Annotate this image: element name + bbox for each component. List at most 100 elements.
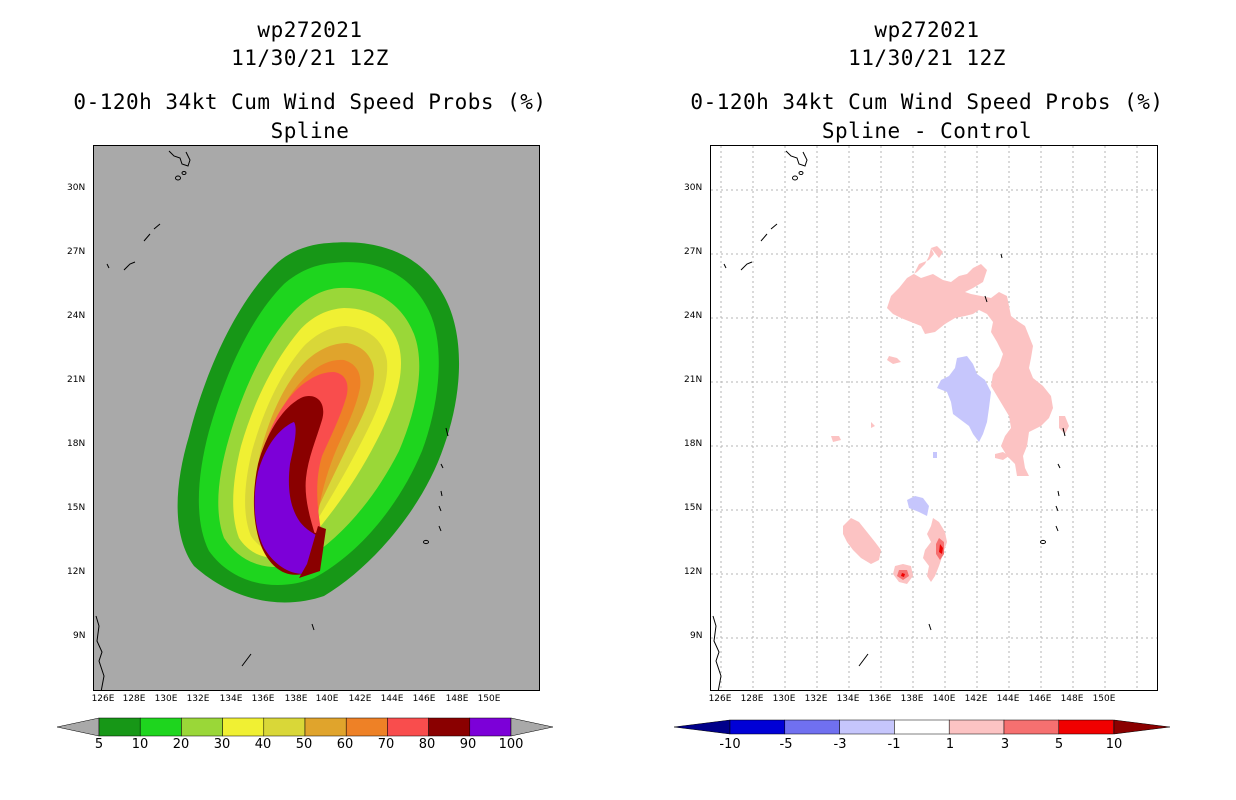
left-colorbar-cell-3 [222, 717, 265, 737]
left-lon-label-144e: 144E [380, 694, 404, 704]
right-title-storm-id: wp272021 [874, 18, 980, 42]
right-colorbar-label-10: 10 [1105, 737, 1123, 752]
left-lat-label-27n: 27N [67, 247, 86, 257]
left-lat-label-18n: 18N [67, 439, 86, 449]
right-lat-label-18n: 18N [684, 439, 703, 449]
left-colorbar-label-90: 90 [459, 737, 477, 752]
right-colorbar-below-arrow [674, 719, 731, 735]
right-lat-label-12n: 12N [684, 567, 703, 577]
left-colorbar-above-arrow [510, 717, 554, 737]
left-colorbar-below-arrow [57, 717, 100, 737]
right-lon-label-142e: 142E [964, 694, 988, 704]
contour-tail [299, 526, 326, 578]
left-colorbar-cell-4 [263, 717, 306, 737]
left-title-method: Spline [270, 119, 350, 143]
left-lon-label-142e: 142E [348, 694, 372, 704]
right-colorbar-label-minus3: -3 [833, 737, 847, 752]
right-lon-label-150e: 150E [1092, 694, 1116, 704]
left-colorbar-cell-1 [139, 717, 182, 737]
left-lon-label-146e: 146E [412, 694, 436, 704]
right-colorbar-label-minus10: -10 [719, 737, 741, 752]
left-lon-label-150e: 150E [477, 694, 501, 704]
coastlines [95, 150, 449, 690]
right-colorbar-cell-6 [1058, 719, 1114, 735]
left-title-product: 0-120h 34kt Cum Wind Speed Probs (%) [73, 90, 547, 114]
left-lon-label-148e: 148E [445, 694, 469, 704]
right-lat-label-21n: 21N [684, 375, 703, 385]
right-lat-label-15n: 15N [684, 503, 703, 513]
positive-differences [831, 246, 1069, 584]
right-lon-label-140e: 140E [932, 694, 956, 704]
coastlines [712, 150, 1066, 690]
right-lat-label-9n: 9N [690, 631, 703, 641]
left-title-storm-id: wp272021 [257, 18, 363, 42]
left-probability-contours [95, 150, 460, 690]
right-map [710, 145, 1158, 691]
right-lon-label-134e: 134E [836, 694, 860, 704]
left-lat-label-12n: 12N [67, 567, 86, 577]
left-colorbar-label-10: 10 [131, 737, 149, 752]
right-lon-label-132e: 132E [804, 694, 828, 704]
left-colorbar [57, 717, 554, 737]
left-colorbar-cell-7 [387, 717, 429, 737]
right-lon-label-148e: 148E [1060, 694, 1084, 704]
grid-lines [711, 146, 1157, 690]
left-colorbar-label-100: 100 [498, 737, 524, 752]
right-colorbar-label-minus1: -1 [887, 737, 901, 752]
right-title-datetime: 11/30/21 12Z [848, 46, 1006, 70]
contour-100 [254, 422, 320, 574]
strong-positive-differences [901, 544, 943, 577]
right-colorbar-cell-2 [839, 719, 895, 735]
left-lon-label-126e: 126E [91, 694, 115, 704]
left-colorbar-cell-8 [428, 717, 471, 737]
left-map [93, 145, 540, 691]
right-colorbar-label-5: 5 [1054, 737, 1064, 752]
right-lon-label-128e: 128E [740, 694, 764, 704]
right-lon-label-136e: 136E [868, 694, 892, 704]
right-colorbar-cell-0 [729, 719, 786, 735]
right-colorbar-label-3: 3 [1000, 737, 1010, 752]
left-lon-label-132e: 132E [186, 694, 210, 704]
left-title-datetime: 11/30/21 12Z [231, 46, 389, 70]
left-lat-label-15n: 15N [67, 503, 86, 513]
left-lat-label-21n: 21N [67, 375, 86, 385]
right-colorbar [674, 719, 1171, 735]
right-lon-label-126e: 126E [708, 694, 732, 704]
right-lat-label-24n: 24N [684, 311, 703, 321]
left-colorbar-cell-9 [469, 717, 512, 737]
right-title-method: Spline - Control [821, 119, 1033, 143]
right-difference-contours [711, 146, 1157, 690]
left-colorbar-cell-0 [98, 717, 141, 737]
right-lon-label-130e: 130E [772, 694, 796, 704]
right-lat-label-30n: 30N [684, 183, 703, 193]
left-lat-label-24n: 24N [67, 311, 86, 321]
right-colorbar-label-1: 1 [945, 737, 955, 752]
left-lat-label-9n: 9N [73, 631, 86, 641]
right-colorbar-above-arrow [1113, 719, 1171, 735]
right-title-product: 0-120h 34kt Cum Wind Speed Probs (%) [690, 90, 1164, 114]
right-colorbar-cell-1 [784, 719, 840, 735]
left-colorbar-cell-2 [181, 717, 223, 737]
left-colorbar-label-60: 60 [336, 737, 354, 752]
left-lon-label-140e: 140E [315, 694, 339, 704]
left-colorbar-label-20: 20 [172, 737, 190, 752]
right-colorbar-label-minus5: -5 [779, 737, 793, 752]
right-lon-label-138e: 138E [900, 694, 924, 704]
left-colorbar-label-70: 70 [377, 737, 395, 752]
right-lon-label-144e: 144E [996, 694, 1020, 704]
left-lon-label-130e: 130E [154, 694, 178, 704]
left-colorbar-label-5: 5 [94, 737, 104, 752]
left-lon-label-128e: 128E [122, 694, 146, 704]
left-colorbar-label-30: 30 [213, 737, 231, 752]
right-colorbar-cell-4 [948, 719, 1005, 735]
left-colorbar-label-40: 40 [254, 737, 272, 752]
left-colorbar-cell-5 [304, 717, 347, 737]
right-lon-label-146e: 146E [1028, 694, 1052, 704]
left-colorbar-label-80: 80 [418, 737, 436, 752]
right-colorbar-cell-5 [1003, 719, 1060, 735]
left-colorbar-label-50: 50 [295, 737, 313, 752]
right-colorbar-cell-3 [894, 719, 950, 735]
left-lat-label-30n: 30N [67, 183, 86, 193]
left-lon-label-136e: 136E [251, 694, 275, 704]
left-lon-label-134e: 134E [219, 694, 243, 704]
